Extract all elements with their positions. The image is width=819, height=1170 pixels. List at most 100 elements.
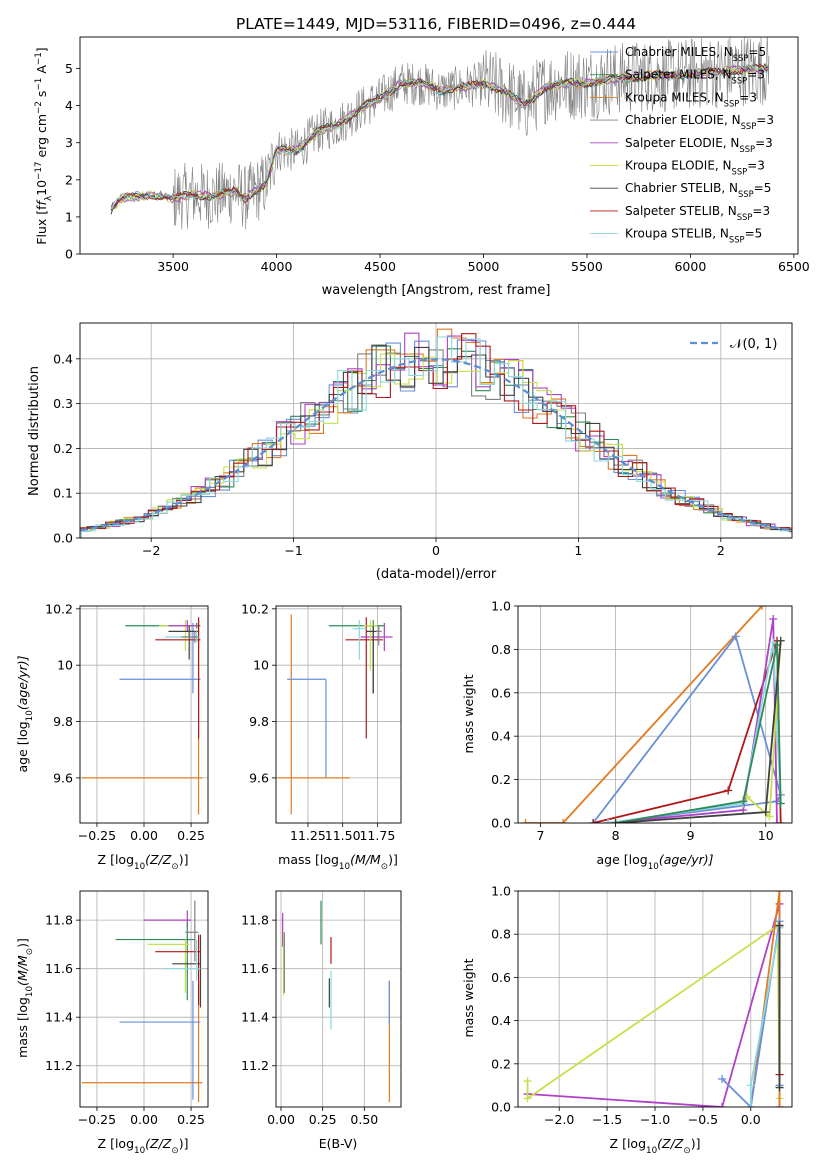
x-tick-label: 0.00 [130, 828, 158, 843]
data-point [144, 910, 192, 928]
data-point [81, 620, 203, 815]
y-tick-label: 1.0 [491, 884, 511, 899]
y-tick-label: 0.3 [53, 396, 73, 411]
legend-label: Kroupa ELODIE, NSSP=3 [625, 159, 765, 177]
axes-frame [79, 36, 799, 255]
weight-line [592, 640, 782, 823]
x-tick-label: −2.0 [544, 1112, 574, 1127]
x-tick-label: −0.5 [688, 1112, 718, 1127]
legend-label: Chabrier STELIB, NSSP=5 [625, 181, 771, 199]
data-point [119, 980, 201, 1100]
histogram-step [80, 332, 792, 531]
x-tick-label: 9 [687, 828, 695, 843]
data-point [168, 620, 199, 632]
weight-marker [776, 819, 785, 823]
axes-frame [79, 890, 209, 1108]
legend-label: Salpeter MILES, NSSP=3 [625, 68, 765, 86]
plot-area [277, 614, 393, 815]
weight-marker [761, 808, 770, 817]
model-spectrum-line [110, 63, 769, 212]
weight-marker [775, 1083, 784, 1092]
x-tick-label: 0.00 [130, 1112, 158, 1127]
y-axis-label: mass weight [461, 958, 476, 1037]
weight-marker [523, 1094, 532, 1103]
data-point [115, 922, 195, 1001]
legend-label: Kroupa STELIB, NSSP=5 [625, 227, 762, 245]
y-tick-label: 9.6 [249, 770, 269, 785]
chart-title: PLATE=1449, MJD=53116, FIBERID=0496, z=0… [236, 15, 636, 33]
y-tick-label: 0.4 [53, 351, 73, 366]
x-tick-label: 2 [717, 543, 725, 558]
axes-frame [517, 605, 793, 824]
x-tick-label: 7 [537, 828, 545, 843]
weight-vs-age-panel: 7 8 9 10 0.0 0.2 0.4 0.6 0.8 1.0 [491, 599, 793, 843]
plot-area [282, 900, 390, 1103]
data-point [147, 939, 190, 993]
y-tick-label: 0.4 [491, 1013, 511, 1028]
legend-label: Kroupa MILES, NSSP=3 [625, 90, 757, 108]
weight-marker [731, 632, 740, 641]
weight-marker [775, 891, 784, 895]
x-tick-label: 10 [758, 828, 774, 843]
y-tick-label: 0.0 [491, 1100, 511, 1115]
data-point [366, 625, 379, 694]
y-tick-label: 0.6 [491, 685, 511, 700]
weight-marker [765, 812, 774, 821]
weight-marker [611, 819, 620, 823]
y-tick-label: 1.0 [491, 599, 511, 614]
y-tick-label: 0.0 [491, 816, 511, 831]
data-point [81, 980, 203, 1103]
data-point [360, 622, 393, 652]
x-tick-label: 0 [432, 543, 440, 558]
y-tick-label: 0.2 [491, 772, 511, 787]
x-tick-label: 5000 [468, 259, 500, 274]
x-axis-label: E(B-V) [319, 1136, 358, 1151]
x-tick-label: −0.25 [78, 1112, 116, 1127]
x-tick-label: 3500 [157, 259, 189, 274]
data-point [155, 934, 201, 1006]
y-tick-label: 11.8 [241, 913, 269, 928]
x-tick-label: −1 [284, 543, 302, 558]
weight-marker [746, 1081, 755, 1090]
weight-marker [604, 819, 613, 823]
weight-marker [776, 799, 785, 808]
y-axis-label: mass weight [461, 674, 476, 753]
plot-area [80, 328, 792, 538]
weight-marker [775, 921, 784, 930]
x-axis-label: Z [log10(Z/Z⊙)] [610, 1136, 701, 1156]
weight-marker [523, 1077, 532, 1086]
y-axis-label: Flux [ffλ10−17 erg cm−2 s−1 A−1] [34, 47, 54, 244]
legend-label: Salpeter STELIB, NSSP=3 [625, 204, 770, 222]
weight-marker [772, 819, 781, 823]
y-tick-label: 9.8 [53, 714, 73, 729]
y-tick-label: 11.6 [45, 961, 73, 976]
x-tick-label: 0.50 [350, 1112, 378, 1127]
x-axis-label: Z [log10(Z/Z⊙)] [98, 852, 189, 872]
model-spectrum-line [110, 62, 769, 215]
residuals-panel: −2 −1 0 1 2 0.0 0.1 0.2 0.3 0.4 𝒩(0, 1) [53, 322, 793, 558]
x-axis-label: Z [log10(Z/Z⊙)] [98, 1136, 189, 1156]
y-axis-label: Normed distribution [27, 366, 42, 496]
weight-marker [739, 797, 748, 806]
y-tick-label: 4 [65, 98, 73, 113]
y-tick-label: 5 [65, 61, 73, 76]
x-axis-label: age [log10(age/yr)] [596, 852, 713, 872]
weight-line [615, 644, 782, 823]
y-axis-label: age [log10(age/yr)] [15, 655, 35, 772]
y-tick-label: 0.6 [491, 970, 511, 985]
spectrum-panel: 3500 4000 4500 5000 5500 6000 6500 0 1 2 3 4 5 Chabri… [65, 36, 810, 274]
data-point [363, 620, 378, 671]
x-tick-label: −2 [142, 543, 160, 558]
x-tick-label: 1 [574, 543, 582, 558]
weight-marker [769, 615, 778, 624]
weight-marker [746, 1103, 755, 1107]
x-tick-label: 0.25 [309, 1112, 337, 1127]
weight-line [525, 606, 763, 823]
x-tick-label: 6000 [674, 259, 706, 274]
axes-frame [79, 322, 793, 539]
y-tick-label: 3 [65, 135, 73, 150]
data-point [277, 614, 350, 815]
y-tick-label: 0.0 [53, 531, 73, 546]
